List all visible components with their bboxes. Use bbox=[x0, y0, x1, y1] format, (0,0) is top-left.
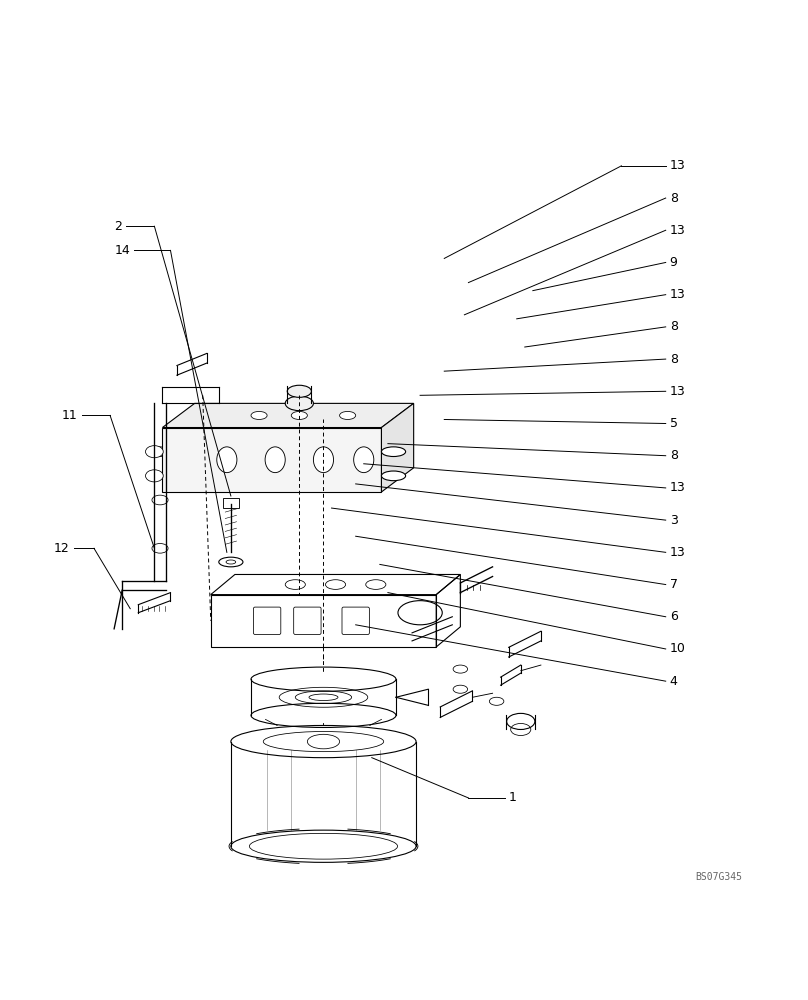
Text: 13: 13 bbox=[670, 224, 685, 237]
Text: 13: 13 bbox=[670, 159, 685, 172]
Text: 5: 5 bbox=[670, 417, 678, 430]
Text: 6: 6 bbox=[670, 610, 678, 623]
Ellipse shape bbox=[381, 447, 406, 457]
Ellipse shape bbox=[291, 411, 307, 419]
Polygon shape bbox=[162, 403, 414, 428]
Polygon shape bbox=[381, 403, 414, 492]
Ellipse shape bbox=[354, 447, 374, 473]
Ellipse shape bbox=[145, 470, 163, 482]
Ellipse shape bbox=[287, 385, 311, 397]
Bar bbox=[223, 498, 239, 508]
Text: 14: 14 bbox=[115, 244, 130, 257]
Text: 13: 13 bbox=[670, 481, 685, 494]
Text: 8: 8 bbox=[670, 192, 678, 205]
Ellipse shape bbox=[251, 411, 267, 419]
Ellipse shape bbox=[314, 447, 334, 473]
Text: 13: 13 bbox=[670, 288, 685, 301]
Ellipse shape bbox=[285, 396, 314, 411]
Text: 12: 12 bbox=[54, 542, 69, 555]
Text: 2: 2 bbox=[114, 220, 122, 233]
Text: 10: 10 bbox=[670, 642, 686, 655]
Text: 9: 9 bbox=[670, 256, 678, 269]
Ellipse shape bbox=[145, 446, 163, 458]
Ellipse shape bbox=[217, 447, 237, 473]
Text: 3: 3 bbox=[670, 514, 678, 527]
Text: 1: 1 bbox=[509, 791, 516, 804]
Text: 8: 8 bbox=[670, 449, 678, 462]
Text: 8: 8 bbox=[670, 320, 678, 333]
Text: 7: 7 bbox=[670, 578, 678, 591]
Ellipse shape bbox=[265, 447, 285, 473]
Ellipse shape bbox=[339, 411, 356, 419]
Text: 8: 8 bbox=[670, 353, 678, 366]
Text: BS07G345: BS07G345 bbox=[695, 872, 743, 882]
Text: 13: 13 bbox=[670, 546, 685, 559]
Text: 11: 11 bbox=[62, 409, 78, 422]
Text: 13: 13 bbox=[670, 385, 685, 398]
Text: 4: 4 bbox=[670, 675, 678, 688]
Polygon shape bbox=[162, 428, 381, 492]
Ellipse shape bbox=[381, 471, 406, 481]
